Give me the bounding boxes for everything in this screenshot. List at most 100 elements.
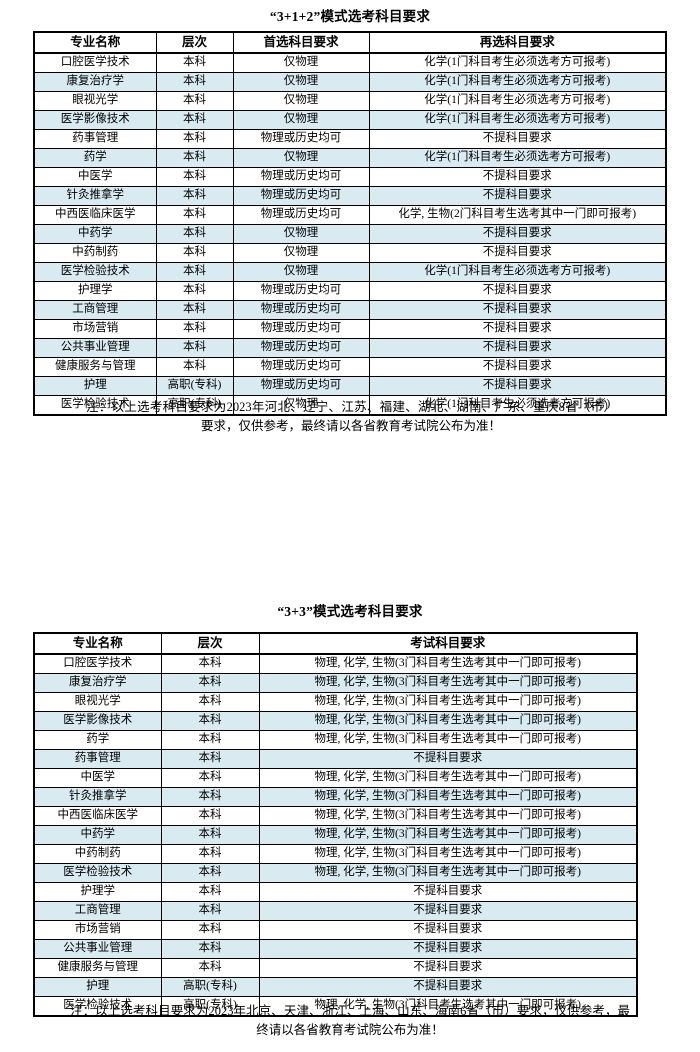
cell-level: 本科 [155,186,234,206]
table-row: 眼视光学 本科 物理, 化学, 生物(3门科目考生选考其中一门即可报考) [33,692,638,712]
column-header-level: 层次 [155,31,234,54]
table-row: 药事管理 本科 不提科目要求 [33,749,638,769]
table-row: 药学 本科 物理, 化学, 生物(3门科目考生选考其中一门即可报考) [33,730,638,750]
cell-level: 本科 [155,300,234,320]
table-row: 医学检验技术 高职(专科) 仅物理 化学(1门科目考生必须选考方可报考) [33,395,667,416]
cell-first-subject: 仅物理 [232,91,370,111]
table-row: 健康服务与管理 本科 物理或历史均可 不提科目要求 [33,357,667,377]
cell-second-subject: 不提科目要求 [368,357,667,377]
cell-major: 健康服务与管理 [33,958,162,978]
cell-level: 本科 [160,730,260,750]
cell-first-subject: 物理或历史均可 [232,186,370,206]
table-row: 健康服务与管理 本科 不提科目要求 [33,958,638,978]
cell-exam-subject: 物理, 化学, 生物(3门科目考生选考其中一门即可报考) [258,844,638,864]
cell-second-subject: 不提科目要求 [368,300,667,320]
cell-exam-subject: 不提科目要求 [258,749,638,769]
cell-second-subject: 不提科目要求 [368,186,667,206]
cell-major: 中药学 [33,825,162,845]
cell-level: 高职(专科) [155,395,234,416]
table-row: 中药学 本科 物理, 化学, 生物(3门科目考生选考其中一门即可报考) [33,825,638,845]
cell-major: 口腔医学技术 [33,653,162,674]
table-3-1-2: 专业名称 层次 首选科目要求 再选科目要求 口腔医学技术 本科 仅物理 化学(1门科目… [33,31,667,416]
cell-major: 中医学 [33,768,162,788]
cell-major: 药学 [33,148,157,168]
cell-first-subject: 物理或历史均可 [232,300,370,320]
cell-major: 口腔医学技术 [33,52,157,73]
cell-level: 本科 [155,243,234,263]
cell-level: 本科 [155,110,234,130]
table-row: 中西医临床医学 本科 物理或历史均可 化学, 生物(2门科目考生选考其中一门即可报考) [33,205,667,225]
cell-level: 本科 [160,692,260,712]
cell-exam-subject: 不提科目要求 [258,920,638,940]
cell-level: 本科 [155,91,234,111]
cell-major: 眼视光学 [33,91,157,111]
cell-exam-subject: 物理, 化学, 生物(3门科目考生选考其中一门即可报考) [258,825,638,845]
table-row: 口腔医学技术 本科 物理, 化学, 生物(3门科目考生选考其中一门即可报考) [33,653,638,674]
column-header-exam: 考试科目要求 [258,632,638,655]
cell-second-subject: 化学(1门科目考生必须选考方可报考) [368,262,667,282]
column-header-major: 专业名称 [33,632,162,655]
cell-level: 本科 [155,52,234,73]
table-row: 医学影像技术 本科 仅物理 化学(1门科目考生必须选考方可报考) [33,110,667,130]
cell-exam-subject: 物理, 化学, 生物(3门科目考生选考其中一门即可报考) [258,653,638,674]
table-3-1-2-title: “3+1+2”模式选考科目要求 [269,9,431,24]
cell-major: 护理学 [33,281,157,301]
cell-major: 公共事业管理 [33,338,157,358]
cell-major: 针灸推拿学 [33,186,157,206]
cell-exam-subject: 物理, 化学, 生物(3门科目考生选考其中一门即可报考) [258,711,638,731]
table-row: 工商管理 本科 物理或历史均可 不提科目要求 [33,300,667,320]
cell-first-subject: 物理或历史均可 [232,338,370,358]
column-header-second: 再选科目要求 [368,31,667,54]
cell-second-subject: 不提科目要求 [368,376,667,396]
cell-second-subject: 不提科目要求 [368,129,667,149]
cell-exam-subject: 不提科目要求 [258,977,638,997]
table-row: 市场营销 本科 不提科目要求 [33,920,638,940]
column-header-level: 层次 [160,632,260,655]
cell-level: 本科 [160,844,260,864]
cell-level: 本科 [160,673,260,693]
cell-first-subject: 物理或历史均可 [232,281,370,301]
cell-major: 工商管理 [33,300,157,320]
table-row: 工商管理 本科 不提科目要求 [33,901,638,921]
cell-second-subject: 化学(1门科目考生必须选考方可报考) [368,395,667,416]
cell-major: 市场营销 [33,319,157,339]
cell-level: 本科 [160,749,260,769]
cell-second-subject: 不提科目要求 [368,167,667,187]
cell-major: 市场营销 [33,920,162,940]
cell-second-subject: 化学(1门科目考生必须选考方可报考) [368,110,667,130]
cell-major: 医学检验技术 [33,863,162,883]
cell-major: 中药制药 [33,844,162,864]
cell-major: 医学影像技术 [33,110,157,130]
cell-major: 中医学 [33,167,157,187]
cell-major: 医学检验技术 [33,395,157,416]
cell-first-subject: 物理或历史均可 [232,376,370,396]
cell-level: 本科 [160,806,260,826]
table-row: 中药制药 本科 物理, 化学, 生物(3门科目考生选考其中一门即可报考) [33,844,638,864]
table-row: 药事管理 本科 物理或历史均可 不提科目要求 [33,129,667,149]
cell-level: 高职(专科) [160,977,260,997]
cell-major: 医学影像技术 [33,711,162,731]
cell-level: 本科 [155,224,234,244]
table-row: 护理学 本科 不提科目要求 [33,882,638,902]
cell-level: 本科 [155,167,234,187]
table-row: 市场营销 本科 物理或历史均可 不提科目要求 [33,319,667,339]
cell-level: 本科 [155,281,234,301]
cell-first-subject: 仅物理 [232,224,370,244]
cell-major: 医学检验技术 [33,262,157,282]
cell-first-subject: 仅物理 [232,110,370,130]
cell-major: 中药学 [33,224,157,244]
table-row: 护理 高职(专科) 物理或历史均可 不提科目要求 [33,376,667,396]
cell-major: 药事管理 [33,129,157,149]
cell-level: 本科 [155,338,234,358]
cell-second-subject: 化学(1门科目考生必须选考方可报考) [368,91,667,111]
table-row: 中医学 本科 物理或历史均可 不提科目要求 [33,167,667,187]
table-row: 公共事业管理 本科 物理或历史均可 不提科目要求 [33,338,667,358]
cell-level: 本科 [155,205,234,225]
cell-first-subject: 仅物理 [232,72,370,92]
cell-level: 高职(专科) [160,996,260,1017]
cell-exam-subject: 物理, 化学, 生物(3门科目考生选考其中一门即可报考) [258,768,638,788]
cell-exam-subject: 物理, 化学, 生物(3门科目考生选考其中一门即可报考) [258,806,638,826]
cell-first-subject: 物理或历史均可 [232,167,370,187]
table-row: 中药制药 本科 仅物理 不提科目要求 [33,243,667,263]
cell-second-subject: 化学(1门科目考生必须选考方可报考) [368,52,667,73]
